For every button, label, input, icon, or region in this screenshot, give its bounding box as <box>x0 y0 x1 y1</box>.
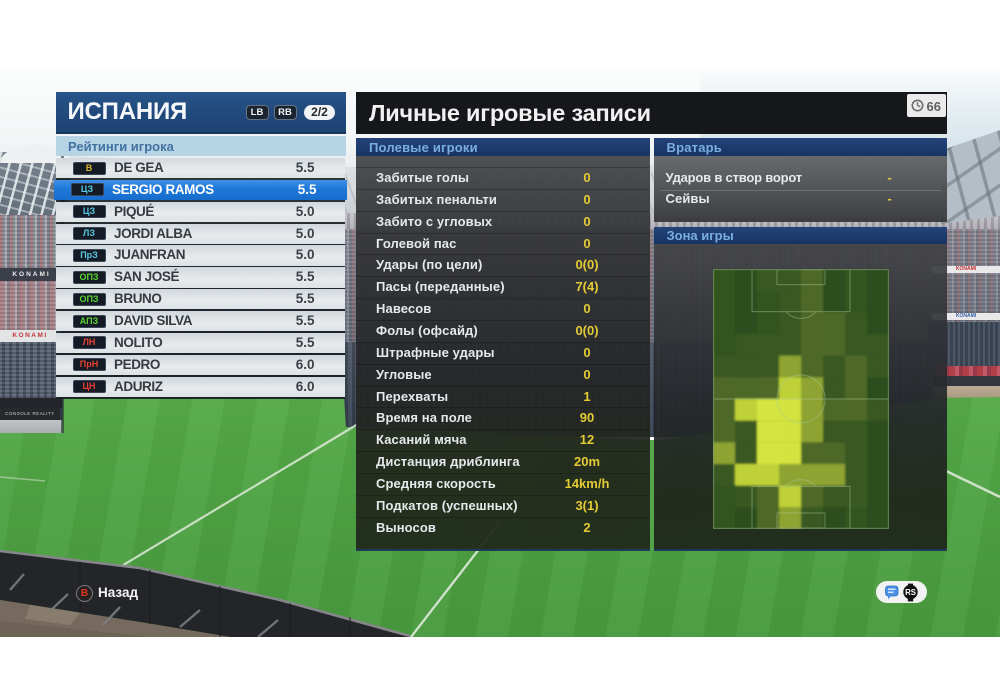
svg-text:RS: RS <box>905 587 916 596</box>
